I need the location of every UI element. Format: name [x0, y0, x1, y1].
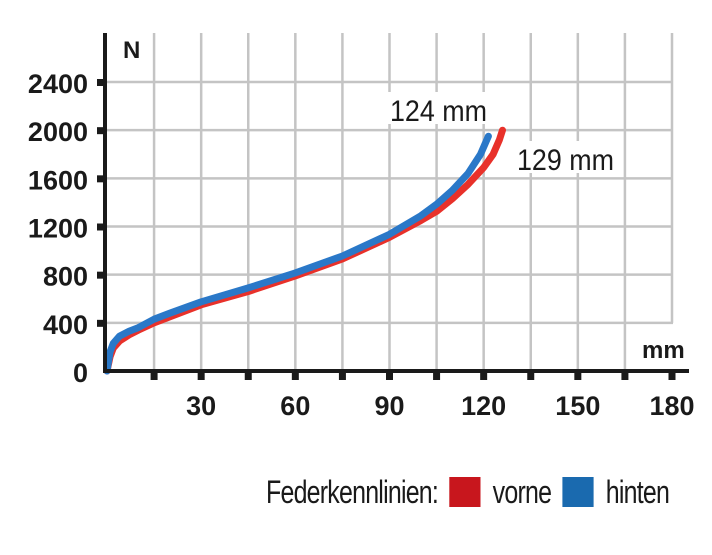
- x-axis-tick: [433, 371, 441, 380]
- x-tick-label: 30: [186, 391, 216, 421]
- y-tick-label: 800: [43, 262, 88, 292]
- y-tick-label: 400: [43, 310, 88, 340]
- y-axis-tick: [97, 175, 105, 183]
- x-tick-label: 90: [374, 391, 404, 421]
- legend-label-vorne: vorne: [492, 473, 552, 510]
- grid: [107, 33, 674, 371]
- y-axis-unit-label: N: [123, 37, 140, 64]
- y-tick-label: 1200: [28, 214, 88, 244]
- y-tick-label: 2400: [28, 69, 88, 99]
- x-axis-tick: [527, 371, 535, 380]
- y-axis-tick: [97, 271, 105, 279]
- x-axis-tick: [244, 371, 252, 380]
- end-label-hinten: 124 mm: [390, 95, 487, 128]
- series-line-vorne: [103, 126, 506, 375]
- x-axis-tick: [621, 371, 629, 380]
- series-line-hinten: [103, 132, 492, 375]
- x-tick-label: 60: [280, 391, 310, 421]
- x-axis-unit-label: mm: [642, 337, 685, 364]
- axes: [97, 33, 689, 380]
- y-axis-tick: [97, 79, 105, 86]
- y-axis-tick-labels: 0 400 800 1200 1600 2000 2400: [28, 69, 88, 388]
- end-label-vorne: 129 mm: [517, 144, 614, 177]
- x-axis-tick: [197, 371, 205, 380]
- x-axis-tick: [668, 371, 676, 380]
- label-background-hinten: [388, 92, 489, 124]
- annotations: 124 mm 129 mm: [388, 92, 617, 177]
- x-axis-tick: [291, 371, 299, 380]
- legend-swatch-hinten: [562, 477, 594, 507]
- x-tick-label: 180: [649, 391, 694, 421]
- series-layer: [103, 126, 506, 375]
- y-axis-tick: [97, 127, 105, 135]
- x-tick-label: 120: [461, 391, 506, 421]
- y-axis-tick: [97, 223, 105, 231]
- y-tick-label: 2000: [28, 117, 88, 147]
- y-axis-tick: [97, 319, 105, 327]
- x-axis-tick: [386, 371, 393, 380]
- legend-label-hinten: hinten: [605, 473, 670, 510]
- legend-swatch-vorne: [448, 477, 481, 507]
- y-tick-label: 1600: [28, 165, 88, 195]
- x-tick-label: 150: [555, 391, 600, 421]
- x-axis-tick: [338, 371, 346, 380]
- label-background-vorne: [515, 141, 617, 173]
- x-axis-tick: [574, 371, 582, 380]
- legend: Federkennlinien: vorne hinten: [266, 472, 670, 512]
- x-axis-tick: [480, 371, 488, 380]
- legend-title: Federkennlinien:: [266, 473, 439, 510]
- x-axis-tick-labels: 30 60 90 120 150 180: [186, 391, 694, 421]
- y-tick-label: 0: [73, 358, 88, 388]
- x-axis-tick: [150, 371, 158, 380]
